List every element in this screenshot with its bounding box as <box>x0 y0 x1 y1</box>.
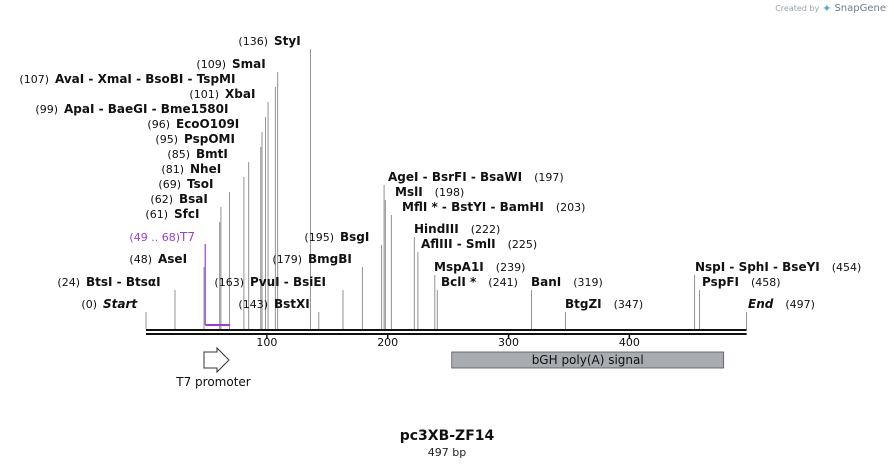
site-136-position: (136) <box>238 35 268 48</box>
site-198-position: (198) <box>435 186 465 199</box>
site-179-position: (179) <box>272 253 302 266</box>
created-by-text: Created by <box>775 4 820 13</box>
site-99-enzyme: ApaI - BaeGI - Bme1580I <box>64 102 228 116</box>
site-225-position: (225) <box>508 238 538 251</box>
primer-t7-name: T7 <box>179 230 195 244</box>
site-101-position: (101) <box>189 88 219 101</box>
site-203-enzyme: MflI * - BstYI - BamHI <box>402 200 544 214</box>
site-458-position: (458) <box>751 276 781 289</box>
site-48-position: (48) <box>129 253 152 266</box>
feature-t7-promoter-label: T7 promoter <box>175 375 251 389</box>
site-163-enzyme: PvuI - BsiEI <box>250 275 326 289</box>
site-197-position: (197) <box>534 171 564 184</box>
site-319-enzyme: BanI <box>531 275 561 289</box>
site-203-position: (203) <box>556 201 586 214</box>
site-347-position: (347) <box>614 298 644 311</box>
site-241-position: (241) <box>488 276 518 289</box>
site-107-enzyme: AvaI - XmaI - BsoBI - TspMI <box>55 72 235 86</box>
site-222-position: (222) <box>471 223 501 236</box>
map-length: 497 bp <box>427 446 467 459</box>
site-81-position: (81) <box>161 163 184 176</box>
site-239-enzyme: MspA1I <box>434 260 484 274</box>
tick-label-100: 100 <box>256 336 277 349</box>
site-99-position: (99) <box>35 103 58 116</box>
tick-label-200: 200 <box>377 336 398 349</box>
tick-label-300: 300 <box>498 336 519 349</box>
site-109-enzyme: SmaI <box>232 57 266 71</box>
site-62-enzyme: BsaI <box>179 192 208 206</box>
feature-t7-promoter-arrow <box>203 346 230 374</box>
site-143-enzyme: BstXI <box>274 297 310 311</box>
site-454-position: (454) <box>832 261 862 274</box>
site-61-enzyme: SfcI <box>174 207 199 221</box>
snapgene-logo-text: SnapGene <box>834 3 886 14</box>
snapgene-brand: Created by ✦ SnapGene <box>775 2 886 15</box>
site-163-position: (163) <box>214 276 244 289</box>
site-241-enzyme: BclI * <box>441 275 477 289</box>
site-24-position: (24) <box>57 276 80 289</box>
site-239-position: (239) <box>496 261 526 274</box>
site-143-position: (143) <box>238 298 268 311</box>
site-69-position: (69) <box>158 178 181 191</box>
feature-bgh-polya-label: bGH poly(A) signal <box>532 353 644 367</box>
site-497-position: (497) <box>785 298 815 311</box>
site-109-position: (109) <box>196 58 226 71</box>
site-95-enzyme: PspOMI <box>184 132 235 146</box>
site-107-position: (107) <box>19 73 49 86</box>
site-454-enzyme: NspI - SphI - BseYI <box>695 260 820 274</box>
site-95-position: (95) <box>155 133 178 146</box>
site-81-enzyme: NheI <box>190 162 221 176</box>
site-136-enzyme: StyI <box>274 34 301 48</box>
site-195-position: (195) <box>304 231 334 244</box>
site-0-position: (0) <box>81 298 97 311</box>
map-title: pc3XB-ZF14 <box>399 428 495 444</box>
site-61-position: (61) <box>145 208 168 221</box>
site-62-position: (62) <box>150 193 173 206</box>
snapgene-logo-icon: ✦ <box>822 2 832 15</box>
site-195-enzyme: BsgI <box>340 230 369 244</box>
site-179-enzyme: BmgBI <box>308 252 352 266</box>
site-225-enzyme: AflIII - SmlI <box>421 237 496 251</box>
site-347-enzyme: BtgZI <box>565 297 602 311</box>
site-69-enzyme: TsoI <box>187 177 213 191</box>
tick-label-400: 400 <box>619 336 640 349</box>
site-24-enzyme: BtsI - BtsαI <box>86 275 161 289</box>
site-85-enzyme: BmtI <box>196 147 228 161</box>
site-197-enzyme: AgeI - BsrFI - BsaWI <box>388 170 522 184</box>
feature-bgh-polya-box <box>451 351 725 369</box>
site-198-enzyme: MslI <box>395 185 423 199</box>
site-222-enzyme: HindIII <box>414 222 459 236</box>
primer-t7-range: (49 .. 68) <box>129 231 180 244</box>
site-96-enzyme: EcoO109I <box>176 117 239 131</box>
site-319-position: (319) <box>573 276 603 289</box>
site-85-position: (85) <box>167 148 190 161</box>
site-48-enzyme: AseI <box>158 252 187 266</box>
site-101-enzyme: XbaI <box>225 87 255 101</box>
site-497-enzyme: End <box>748 297 774 311</box>
site-458-enzyme: PspFI <box>702 275 739 289</box>
site-0-enzyme: Start <box>103 297 138 311</box>
site-96-position: (96) <box>147 118 170 131</box>
